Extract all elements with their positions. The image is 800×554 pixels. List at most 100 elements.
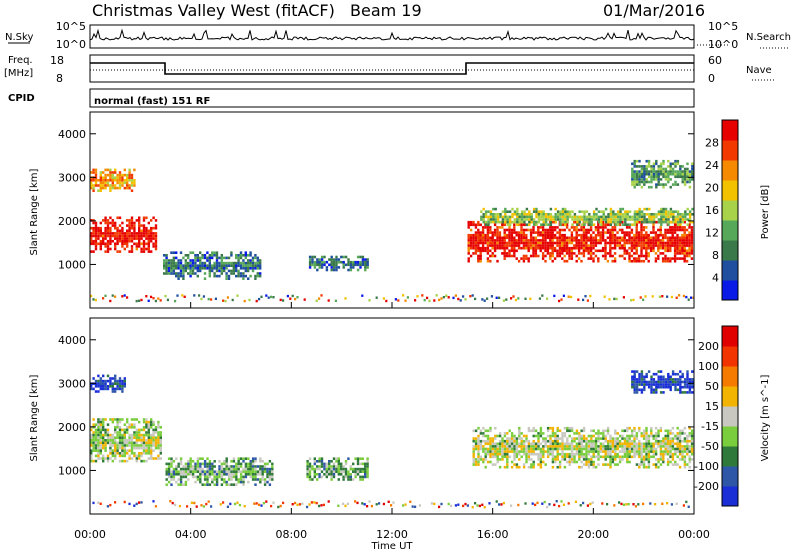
velocity-cell	[194, 470, 197, 473]
velocity-cell	[121, 439, 124, 442]
power-cell	[658, 295, 661, 298]
power-cell	[650, 185, 653, 189]
power-cell	[630, 246, 634, 250]
power-cell	[493, 244, 497, 247]
velocity-cell	[609, 437, 612, 440]
velocity-cell	[354, 475, 357, 479]
power-cell	[496, 226, 499, 229]
power-cell	[565, 246, 569, 250]
power-cell	[522, 257, 526, 260]
velocity-cell	[225, 462, 228, 466]
velocity-cell	[404, 503, 407, 506]
power-cell	[498, 241, 502, 245]
power-cell	[647, 175, 651, 179]
power-cell	[552, 218, 555, 221]
power-cell	[469, 295, 472, 298]
power-cell	[517, 241, 521, 245]
power-cell	[356, 260, 360, 264]
power-cell	[666, 241, 670, 245]
power-cell	[104, 184, 107, 187]
velocity-cell	[337, 457, 340, 460]
power-cell	[549, 207, 553, 211]
velocity-cell	[609, 455, 612, 459]
power-cell	[130, 237, 134, 240]
velocity-cell	[606, 429, 610, 433]
power-cell	[611, 239, 614, 242]
power-cell	[616, 218, 620, 221]
power-cell	[123, 179, 126, 182]
power-cell	[640, 172, 644, 176]
velocity-cell	[170, 475, 173, 479]
power-cell	[597, 223, 600, 227]
power-cell	[688, 239, 691, 242]
velocity-cell	[477, 455, 480, 459]
velocity-cell	[609, 452, 612, 456]
power-cell	[686, 167, 689, 171]
power-cell	[313, 255, 317, 259]
velocity-cell	[332, 475, 336, 479]
power-cell	[674, 170, 677, 173]
velocity-cell	[664, 429, 667, 433]
power-cell	[640, 218, 644, 221]
power-cell	[114, 171, 117, 174]
power-cell	[636, 215, 639, 219]
power-cell	[92, 234, 95, 238]
power-cell	[652, 215, 656, 219]
velocity-cell	[645, 432, 648, 435]
velocity-cell	[121, 444, 124, 447]
velocity-cell	[328, 465, 331, 468]
nsearch-label: N.Search	[746, 32, 791, 43]
velocity-cell	[109, 452, 112, 455]
power-cell	[182, 277, 185, 280]
power-cell	[491, 231, 494, 234]
power-cell	[239, 272, 243, 275]
velocity-cell	[97, 428, 100, 432]
velocity-cell	[332, 465, 336, 468]
velocity-cell	[568, 452, 571, 456]
power-cell	[630, 244, 634, 247]
velocity-cell	[604, 455, 607, 459]
velocity-cell	[586, 504, 589, 507]
velocity-cell	[654, 434, 658, 438]
power-cell	[613, 244, 617, 247]
velocity-cell	[570, 452, 574, 456]
velocity-cell	[94, 441, 98, 445]
power-cell	[525, 241, 528, 245]
power-cell	[179, 264, 183, 267]
velocity-cell	[518, 432, 521, 435]
velocity-cell	[614, 442, 617, 446]
velocity-cell	[179, 457, 183, 460]
power-cell	[544, 231, 547, 234]
velocity-cell	[340, 467, 343, 471]
power-cell	[645, 172, 648, 176]
power-cell	[582, 241, 586, 245]
power-cell	[523, 215, 526, 219]
velocity-cell	[594, 432, 598, 435]
velocity-cell	[650, 388, 653, 392]
velocity-cell	[640, 383, 644, 386]
velocity-cell	[344, 467, 348, 471]
power-cell	[279, 298, 282, 302]
velocity-cell	[335, 460, 338, 463]
velocity-cell	[642, 442, 646, 446]
velocity-cell	[152, 431, 155, 434]
power-cell	[194, 267, 197, 270]
power-cell	[196, 254, 199, 257]
power-cell	[685, 241, 689, 245]
power-cell	[614, 213, 617, 216]
velocity-cell	[671, 437, 675, 440]
velocity-cell	[182, 470, 185, 473]
velocity-cell	[114, 387, 117, 391]
velocity-cell	[582, 463, 586, 466]
velocity-cell	[223, 467, 226, 471]
power-cell	[152, 216, 155, 220]
power-cell	[639, 296, 642, 299]
colorbar-swatch	[722, 160, 738, 181]
velocity-cell	[548, 503, 551, 506]
velocity-cell	[237, 467, 240, 471]
power-cell	[539, 241, 542, 245]
velocity-cell	[604, 439, 607, 443]
power-cell	[633, 233, 636, 237]
power-cell	[106, 242, 110, 246]
power-cell	[618, 239, 622, 242]
